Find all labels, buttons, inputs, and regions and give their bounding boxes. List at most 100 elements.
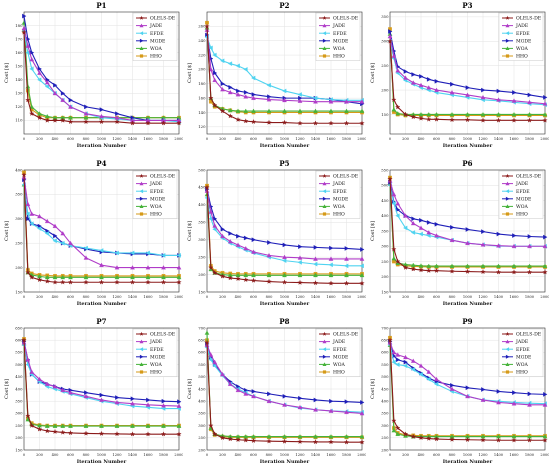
data-point [98, 279, 105, 285]
data-point [526, 269, 533, 275]
data-point [251, 393, 256, 399]
data-point [266, 398, 272, 404]
x-tick-label: 400 [235, 295, 243, 299]
data-point [449, 90, 455, 95]
y-tick-label: 500 [15, 362, 23, 367]
data-point [44, 381, 50, 386]
x-tick-label: 1200 [112, 137, 122, 141]
data-point [114, 119, 120, 125]
data-point [403, 213, 408, 218]
y-tick-label: 300 [381, 423, 389, 428]
data-point [426, 435, 432, 441]
x-tick-label: 800 [83, 137, 91, 141]
y-tick-label: 500 [198, 167, 206, 172]
legend-marker [322, 331, 327, 336]
data-point [44, 80, 50, 85]
y-tick-label: 350 [15, 399, 23, 404]
x-tick-label: 1000 [280, 295, 290, 299]
plot-frame [206, 11, 363, 135]
legend-marker [322, 204, 327, 208]
data-point [297, 434, 303, 439]
x-tick-label: 1800 [342, 295, 352, 299]
data-point [130, 423, 135, 428]
legend-label: JADE [149, 181, 162, 187]
x-axis-label: Iteration Number [443, 301, 493, 307]
data-point [220, 58, 225, 64]
data-point [297, 438, 303, 444]
legend-label: JADE [515, 339, 528, 345]
data-point [243, 277, 249, 283]
data-point [99, 392, 104, 398]
chart-title: P2 [279, 1, 289, 10]
y-axis-label: Cost [$] [370, 379, 376, 399]
x-tick-label: 0 [389, 453, 392, 457]
x-tick-label: 0 [206, 137, 209, 141]
data-point [60, 279, 66, 285]
legend-marker [505, 212, 510, 216]
data-point [60, 240, 65, 246]
data-point [282, 254, 287, 259]
data-point [313, 261, 318, 267]
data-point [465, 85, 470, 90]
plot-frame [206, 327, 363, 451]
y-tick-label: 400 [198, 399, 206, 404]
data-point [391, 53, 397, 58]
series-olels-de [204, 339, 365, 445]
data-point [212, 226, 217, 232]
legend-label: OLELS-DE [150, 332, 175, 338]
data-point [395, 352, 401, 357]
x-tick-label: 200 [402, 295, 410, 299]
data-point [312, 120, 319, 126]
x-tick-label: 1600 [509, 295, 519, 299]
data-point [313, 108, 318, 113]
legend-label: OLELS-DE [150, 16, 175, 22]
data-point [220, 233, 225, 239]
x-axis-label: Iteration Number [260, 459, 310, 465]
series-jade [387, 340, 548, 407]
legend-label: HHO [516, 370, 528, 376]
data-point [36, 277, 43, 283]
x-tick-label: 200 [36, 453, 44, 457]
data-point [25, 357, 31, 362]
data-point [395, 213, 400, 219]
data-point [160, 431, 167, 437]
data-point [496, 263, 501, 268]
legend-marker [139, 38, 144, 43]
chart-p2: P2 0 200 400 600 800 1000 1200 1400 1600 1800 2000 1… [187, 1, 366, 149]
data-point [465, 112, 470, 117]
data-point [114, 400, 120, 405]
data-point [495, 269, 502, 275]
series-jade [204, 342, 365, 416]
x-tick-label: 1200 [112, 453, 122, 457]
legend-marker [139, 46, 144, 50]
data-point [282, 258, 287, 263]
data-point [480, 94, 486, 100]
legend-marker [505, 46, 510, 50]
series-group [21, 13, 182, 126]
data-point [329, 245, 334, 251]
data-point [403, 69, 408, 74]
y-tick-label: 450 [198, 386, 206, 391]
y-tick-label: 180 [198, 81, 206, 86]
data-point [395, 362, 400, 367]
data-point [543, 95, 548, 100]
data-point [328, 108, 334, 113]
data-point [359, 272, 365, 278]
series-mgde [205, 186, 365, 252]
data-point [60, 90, 66, 96]
chart-title: P1 [96, 1, 106, 10]
data-point [297, 404, 303, 410]
data-point [161, 265, 166, 270]
x-tick-label: 1000 [463, 295, 473, 299]
data-point [403, 75, 408, 80]
data-point [391, 246, 397, 252]
y-tick-label: 550 [381, 362, 389, 367]
data-point [402, 264, 409, 270]
data-point [53, 82, 58, 88]
data-point [243, 235, 249, 241]
data-point [235, 63, 240, 69]
data-point [359, 410, 365, 416]
data-point [21, 337, 27, 343]
data-point [227, 61, 233, 67]
data-point [208, 264, 214, 270]
